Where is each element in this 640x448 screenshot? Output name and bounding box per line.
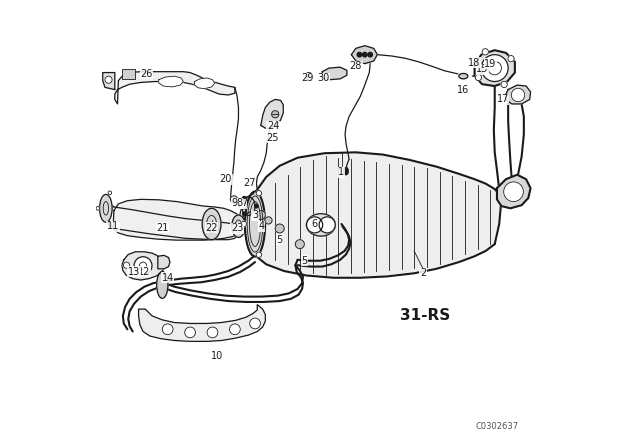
Text: 31-RS: 31-RS xyxy=(400,308,451,323)
Circle shape xyxy=(108,222,111,226)
Circle shape xyxy=(255,204,258,208)
Circle shape xyxy=(368,52,372,57)
Text: 20: 20 xyxy=(220,174,232,184)
Circle shape xyxy=(230,196,237,203)
Polygon shape xyxy=(474,50,515,86)
Text: 6: 6 xyxy=(312,219,317,229)
Polygon shape xyxy=(497,175,531,208)
Text: 24: 24 xyxy=(267,121,279,131)
Text: 5: 5 xyxy=(276,235,283,245)
Circle shape xyxy=(230,324,240,335)
Circle shape xyxy=(241,221,246,227)
Circle shape xyxy=(185,327,195,338)
Polygon shape xyxy=(159,76,183,87)
Text: 2: 2 xyxy=(420,268,426,278)
Circle shape xyxy=(134,257,152,275)
Text: 1: 1 xyxy=(339,168,344,177)
Circle shape xyxy=(235,199,242,206)
Polygon shape xyxy=(323,67,347,80)
Text: 22: 22 xyxy=(205,223,218,233)
Polygon shape xyxy=(351,46,378,64)
Circle shape xyxy=(481,55,508,82)
Circle shape xyxy=(257,211,266,220)
Text: 9: 9 xyxy=(232,198,238,208)
Circle shape xyxy=(357,52,362,57)
Polygon shape xyxy=(255,152,502,278)
Circle shape xyxy=(250,318,260,329)
Polygon shape xyxy=(158,255,170,269)
Text: 18: 18 xyxy=(468,58,481,68)
Ellipse shape xyxy=(307,214,335,236)
Circle shape xyxy=(207,327,218,338)
Polygon shape xyxy=(113,199,244,240)
Text: 3: 3 xyxy=(252,210,258,220)
Text: 8: 8 xyxy=(236,198,243,208)
Text: 14: 14 xyxy=(161,273,174,283)
Circle shape xyxy=(504,182,524,202)
Polygon shape xyxy=(138,305,266,341)
Circle shape xyxy=(108,191,111,194)
Text: 4: 4 xyxy=(259,221,265,231)
Circle shape xyxy=(243,197,246,200)
Polygon shape xyxy=(115,72,235,104)
Circle shape xyxy=(511,88,525,102)
Ellipse shape xyxy=(232,215,245,237)
Circle shape xyxy=(271,111,279,118)
Polygon shape xyxy=(122,252,164,280)
Circle shape xyxy=(482,49,488,55)
Circle shape xyxy=(105,76,112,83)
Circle shape xyxy=(256,190,262,196)
Ellipse shape xyxy=(157,271,168,298)
Circle shape xyxy=(275,224,284,233)
Circle shape xyxy=(265,217,272,224)
Ellipse shape xyxy=(202,208,221,240)
Circle shape xyxy=(501,81,508,87)
Text: 10: 10 xyxy=(211,351,223,361)
Circle shape xyxy=(96,207,100,210)
Circle shape xyxy=(163,324,173,335)
Ellipse shape xyxy=(100,194,112,222)
Text: 19: 19 xyxy=(484,59,497,69)
Text: 25: 25 xyxy=(267,133,279,142)
Text: 7: 7 xyxy=(241,198,247,208)
Polygon shape xyxy=(195,78,214,89)
Polygon shape xyxy=(261,99,284,128)
Text: 5: 5 xyxy=(301,256,307,266)
Circle shape xyxy=(307,217,323,233)
Ellipse shape xyxy=(245,192,265,256)
Circle shape xyxy=(124,262,129,268)
Text: 15: 15 xyxy=(476,65,488,74)
Text: 16: 16 xyxy=(457,86,470,95)
Circle shape xyxy=(239,202,246,209)
Text: 21: 21 xyxy=(156,223,168,233)
Text: 28: 28 xyxy=(349,61,362,71)
Circle shape xyxy=(476,74,481,81)
Text: 17: 17 xyxy=(497,95,509,104)
Polygon shape xyxy=(102,73,115,90)
Text: 23: 23 xyxy=(231,224,243,233)
Polygon shape xyxy=(506,85,531,104)
Circle shape xyxy=(508,56,514,62)
Text: 13: 13 xyxy=(128,267,140,277)
Text: 30: 30 xyxy=(317,73,330,83)
FancyBboxPatch shape xyxy=(122,69,135,79)
Ellipse shape xyxy=(459,73,468,79)
Circle shape xyxy=(243,212,246,215)
Circle shape xyxy=(256,252,262,258)
Text: C0302637: C0302637 xyxy=(476,422,518,431)
Circle shape xyxy=(319,217,335,233)
Ellipse shape xyxy=(344,168,348,175)
Text: 27: 27 xyxy=(243,178,255,188)
Text: 11: 11 xyxy=(107,221,119,231)
Text: 26: 26 xyxy=(140,69,153,79)
Text: 29: 29 xyxy=(301,73,314,83)
Text: 12: 12 xyxy=(138,267,150,277)
Circle shape xyxy=(362,52,367,57)
Circle shape xyxy=(295,240,305,249)
